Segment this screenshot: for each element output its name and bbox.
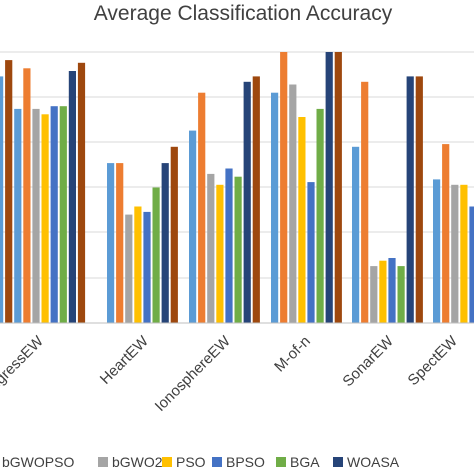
bar-sonarew-1: [361, 81, 369, 323]
bar-ionosphereew-3: [216, 184, 224, 323]
bar-m-of-n-2: [289, 84, 297, 323]
legend: bGWOPSO bGWO2 PSO BPSO BGA WOASA: [2, 454, 400, 470]
legend-swatch: [162, 457, 172, 467]
bar-sonarew-6: [406, 76, 414, 324]
bar-congressew-9: [77, 62, 86, 324]
legend-swatch: [98, 457, 108, 467]
x-tick-label: SonarEW: [339, 332, 397, 390]
bar-heartew-5: [152, 187, 160, 323]
bar-congressew-1: [5, 60, 13, 323]
bar-ionosphereew-7: [252, 76, 260, 324]
bar-sonarew-0: [352, 146, 360, 323]
bar-m-of-n-3: [298, 117, 306, 323]
bar-m-of-n-4: [307, 182, 315, 323]
bar-spectew-1: [442, 144, 450, 323]
legend-label: PSO: [176, 454, 206, 470]
bar-m-of-n-0: [271, 92, 279, 323]
legend-label: bGWO2: [112, 454, 163, 470]
bar-spectew-3: [460, 184, 468, 323]
bar-ionosphereew-6: [243, 81, 251, 323]
legend-swatch: [212, 457, 222, 467]
bar-congressew-4: [32, 108, 40, 324]
bar-heartew-3: [134, 206, 142, 323]
bar-m-of-n-6: [325, 52, 333, 323]
x-tick-label: SpectEW: [405, 332, 462, 389]
bar-ionosphereew-5: [234, 176, 242, 323]
bar-congressew-3: [23, 68, 31, 323]
bar-congressew-0: [0, 76, 4, 324]
bar-spectew-2: [451, 184, 459, 323]
legend-item: BGA: [276, 454, 320, 470]
bar-heartew-6: [161, 163, 169, 323]
x-tick-label: HeartEW: [97, 332, 153, 388]
bar-spectew-4: [469, 206, 474, 323]
bars: [0, 52, 474, 324]
legend-label: WOASA: [347, 454, 400, 470]
legend-item: bGWO2: [98, 454, 163, 470]
bar-ionosphereew-4: [225, 168, 233, 323]
bar-spectew-0: [433, 179, 441, 323]
bar-heartew-4: [143, 211, 151, 323]
bar-heartew-1: [116, 163, 124, 323]
bar-heartew-7: [170, 146, 178, 323]
x-tick-label: M-of-n: [271, 333, 314, 376]
legend-item: WOASA: [333, 454, 400, 470]
bar-congressew-8: [68, 71, 76, 323]
legend-label: BGA: [290, 454, 320, 470]
bar-sonarew-7: [415, 76, 423, 324]
bar-congressew-7: [59, 106, 67, 323]
x-tick-label: ongressEW: [0, 332, 47, 399]
legend-label: bGWOPSO: [2, 454, 74, 470]
bar-ionosphereew-1: [198, 92, 206, 323]
bar-heartew-2: [125, 214, 133, 323]
bar-heartew-0: [107, 163, 115, 323]
bar-m-of-n-1: [280, 52, 288, 323]
bar-ionosphereew-2: [207, 173, 215, 323]
bar-congressew-2: [14, 108, 22, 324]
legend-swatch: [276, 457, 286, 467]
legend-label: BPSO: [226, 454, 265, 470]
x-tick-labels: ongressEW HeartEW IonosphereEW M-of-n SonarE…: [0, 332, 461, 415]
bar-ionosphereew-0: [189, 130, 197, 323]
bar-sonarew-4: [388, 258, 396, 323]
chart-title: Average Classification Accuracy: [94, 2, 393, 25]
bar-sonarew-5: [397, 266, 405, 323]
legend-item: bGWOPSO: [2, 454, 74, 470]
legend-item: BPSO: [212, 454, 265, 470]
bar-congressew-5: [41, 114, 49, 323]
x-tick-label: IonosphereEW: [152, 332, 235, 415]
bar-sonarew-2: [370, 266, 378, 323]
legend-item: PSO: [162, 454, 206, 470]
bar-sonarew-3: [379, 260, 387, 323]
bar-congressew-6: [50, 106, 58, 323]
bar-m-of-n-5: [316, 108, 324, 324]
bar-m-of-n-7: [334, 52, 342, 323]
legend-swatch: [333, 457, 343, 467]
